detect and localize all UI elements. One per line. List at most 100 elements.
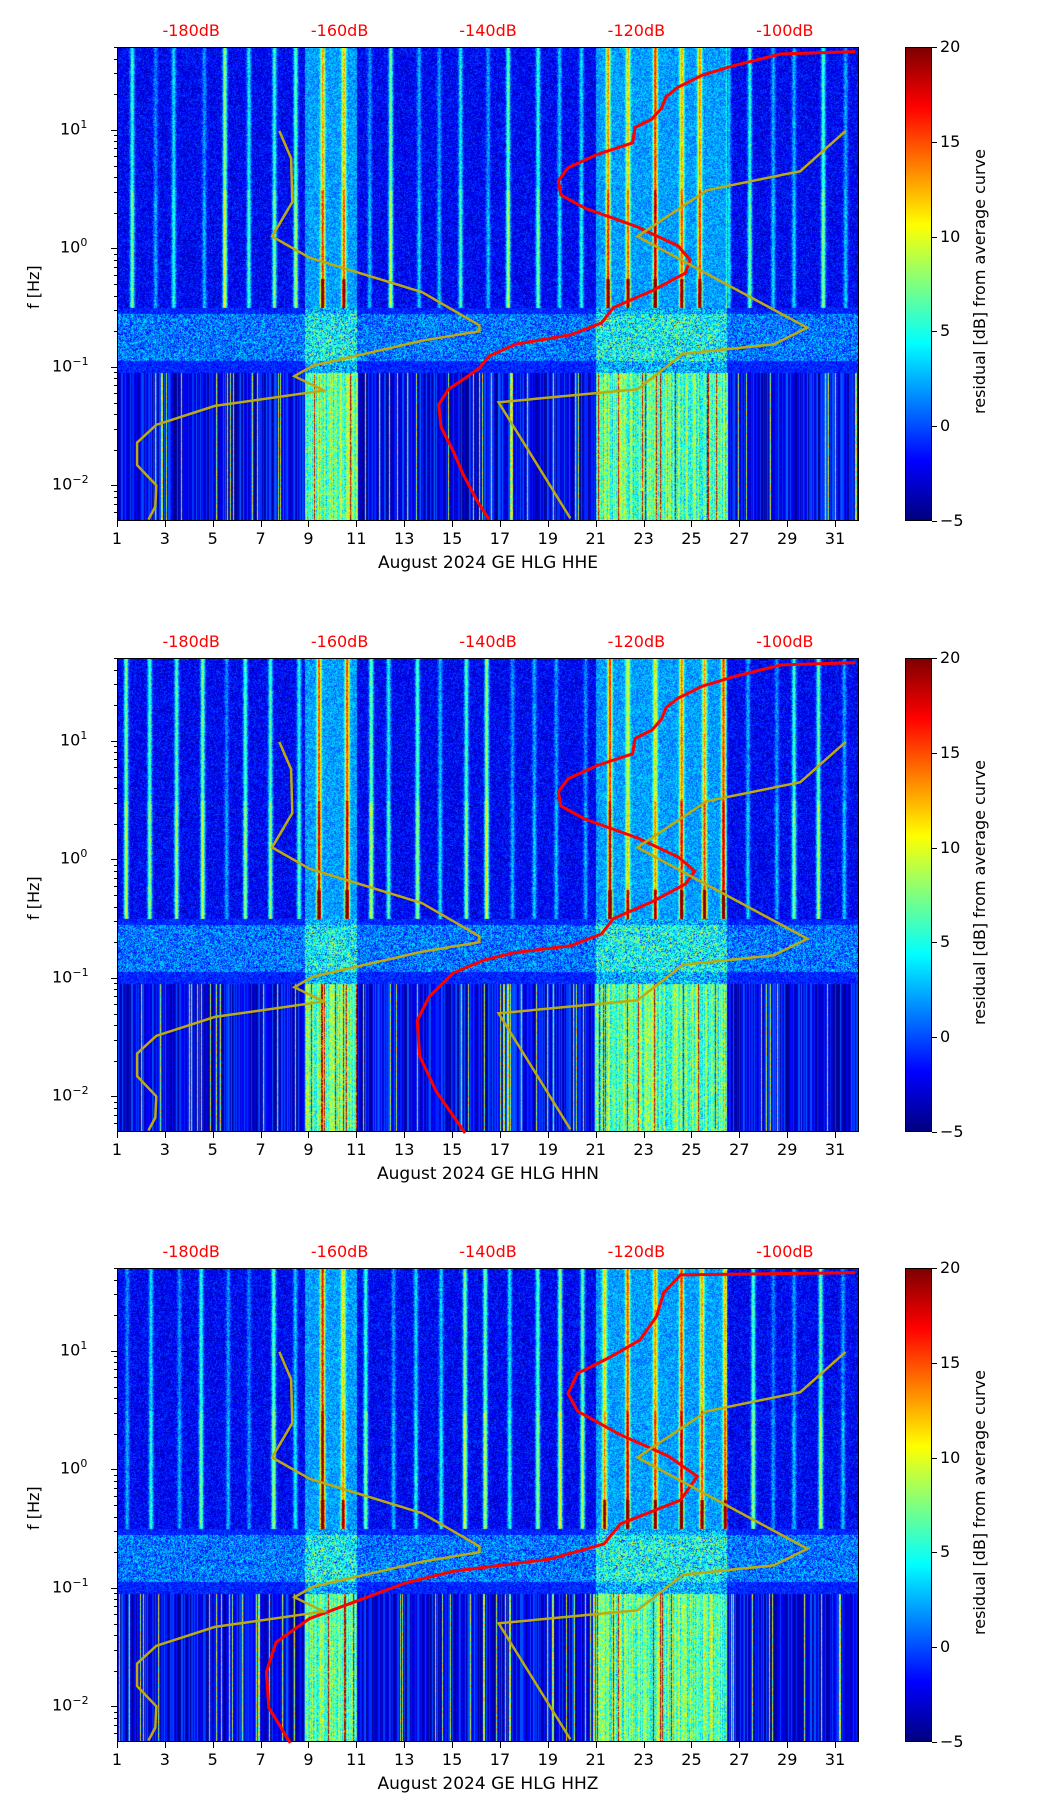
x-tick-label: 19 bbox=[537, 529, 559, 548]
colorbar-tick-label: 0 bbox=[940, 1637, 951, 1657]
top-axis-label: -100dB bbox=[756, 21, 814, 40]
y-tick-label: 10−2 bbox=[52, 1084, 89, 1104]
y-tick-exponent: 1 bbox=[80, 117, 88, 131]
y-tick-mark bbox=[111, 977, 117, 979]
x-tick-mark bbox=[643, 1742, 645, 1748]
y-minor-tick bbox=[114, 73, 117, 75]
x-tick-label: 11 bbox=[346, 1140, 367, 1159]
y-minor-tick bbox=[114, 1732, 117, 1734]
y-tick-base: 10 bbox=[52, 1085, 73, 1105]
x-tick-mark bbox=[787, 1742, 789, 1748]
y-minor-tick bbox=[114, 1505, 117, 1507]
y-minor-tick bbox=[114, 1635, 117, 1637]
colorbar-tick-label: 15 bbox=[940, 131, 961, 151]
y-minor-tick bbox=[114, 378, 117, 380]
colorbar-tick-label: 10 bbox=[940, 226, 961, 246]
x-tick-mark bbox=[499, 521, 501, 527]
y-minor-tick bbox=[114, 295, 117, 297]
olive-curve-low bbox=[135, 1351, 481, 1742]
y-minor-tick bbox=[114, 1268, 117, 1270]
y-tick-exponent: −1 bbox=[72, 354, 89, 368]
y-minor-tick bbox=[114, 759, 117, 761]
colorbar-tick-mark bbox=[932, 141, 937, 143]
spectrogram-panel: 1 3 5 7 9 11 13 15 17 19 21 23 25 27 29 31 101 100 10−1 10−… bbox=[0, 21, 1052, 647]
y-minor-tick bbox=[114, 989, 117, 991]
x-tick-mark bbox=[308, 1742, 310, 1748]
x-tick-mark bbox=[452, 1742, 454, 1748]
y-minor-tick bbox=[114, 1474, 117, 1476]
colorbar-tick-mark bbox=[932, 1457, 937, 1459]
x-tick-label: 11 bbox=[346, 529, 367, 548]
y-minor-tick bbox=[114, 705, 117, 707]
top-axis-label: -120dB bbox=[607, 632, 666, 651]
red-curve bbox=[415, 661, 856, 1134]
y-axis-label: f [Hz] bbox=[24, 265, 43, 309]
y-minor-tick bbox=[114, 1593, 117, 1595]
colorbar-tick-label: 5 bbox=[940, 1542, 951, 1562]
x-tick-mark bbox=[308, 521, 310, 527]
x-tick-label: 23 bbox=[633, 529, 654, 548]
colorbar bbox=[905, 1268, 932, 1742]
x-axis-label: August 2024 GE HLG HHE bbox=[377, 553, 599, 573]
colorbar-tick-mark bbox=[932, 1362, 937, 1364]
y-tick-mark bbox=[111, 129, 117, 131]
x-tick-label: 5 bbox=[207, 529, 218, 548]
x-tick-mark bbox=[739, 1132, 741, 1138]
plot-area bbox=[117, 47, 859, 521]
colorbar-tick-label: −5 bbox=[940, 1732, 964, 1751]
x-tick-mark bbox=[595, 521, 597, 527]
x-tick-label: 25 bbox=[681, 1750, 702, 1769]
y-minor-tick bbox=[114, 1060, 117, 1062]
y-minor-tick bbox=[114, 1623, 117, 1625]
y-minor-tick bbox=[114, 1516, 117, 1518]
y-minor-tick bbox=[114, 767, 117, 769]
y-minor-tick bbox=[114, 1724, 117, 1726]
curves-layer bbox=[135, 50, 856, 521]
top-axis-label: -160dB bbox=[310, 21, 369, 40]
y-minor-tick bbox=[114, 1495, 117, 1497]
x-tick-label: 17 bbox=[489, 529, 511, 548]
curves-layer bbox=[135, 661, 856, 1134]
x-tick-mark bbox=[787, 1132, 789, 1138]
y-minor-tick bbox=[114, 1101, 117, 1103]
y-tick-label: 100 bbox=[60, 1457, 87, 1477]
x-tick-mark bbox=[499, 1742, 501, 1748]
y-minor-tick bbox=[114, 94, 117, 96]
y-axis-label: f [Hz] bbox=[24, 1486, 43, 1530]
y-axis-label: f [Hz] bbox=[24, 876, 43, 920]
x-tick-mark bbox=[212, 1132, 214, 1138]
spectrogram-panel: 1 3 5 7 9 11 13 15 17 19 21 23 25 27 29 31 101 100 10−1 10−… bbox=[0, 1242, 1052, 1806]
x-tick-label: 7 bbox=[255, 529, 266, 548]
spectrogram-image bbox=[118, 48, 858, 520]
colorbar-tick-mark bbox=[932, 1647, 937, 1649]
y-minor-tick bbox=[114, 1362, 117, 1364]
y-minor-tick bbox=[114, 1294, 117, 1296]
y-minor-tick bbox=[114, 1122, 117, 1124]
x-tick-mark bbox=[547, 521, 549, 527]
y-minor-tick bbox=[114, 1386, 117, 1388]
x-tick-mark bbox=[499, 1132, 501, 1138]
x-tick-label: 9 bbox=[303, 1140, 314, 1159]
y-minor-tick bbox=[114, 1670, 117, 1672]
y-tick-base: 10 bbox=[60, 119, 81, 139]
y-minor-tick bbox=[114, 490, 117, 492]
x-tick-mark bbox=[643, 1132, 645, 1138]
colorbar-tick-mark bbox=[932, 236, 937, 238]
colorbar-tick-label: −5 bbox=[940, 511, 964, 530]
colorbar-tick-label: 20 bbox=[940, 648, 961, 667]
x-tick-mark bbox=[691, 521, 693, 527]
colorbar-label: residual [dB] from average curve bbox=[970, 1370, 989, 1635]
colorbar-tick-label: 5 bbox=[940, 932, 951, 952]
x-tick-mark bbox=[260, 521, 262, 527]
y-minor-tick bbox=[114, 996, 117, 998]
colorbar-tick-mark bbox=[932, 426, 937, 428]
y-minor-tick bbox=[114, 752, 117, 754]
y-minor-tick bbox=[114, 776, 117, 778]
x-tick-mark bbox=[835, 521, 837, 527]
top-axis-label: -120dB bbox=[607, 21, 666, 40]
x-axis-label: August 2024 GE HLG HHZ bbox=[377, 1774, 599, 1794]
x-tick-mark bbox=[691, 1132, 693, 1138]
y-minor-tick bbox=[114, 983, 117, 985]
x-tick-mark bbox=[212, 1742, 214, 1748]
x-tick-label: 13 bbox=[394, 1750, 415, 1769]
